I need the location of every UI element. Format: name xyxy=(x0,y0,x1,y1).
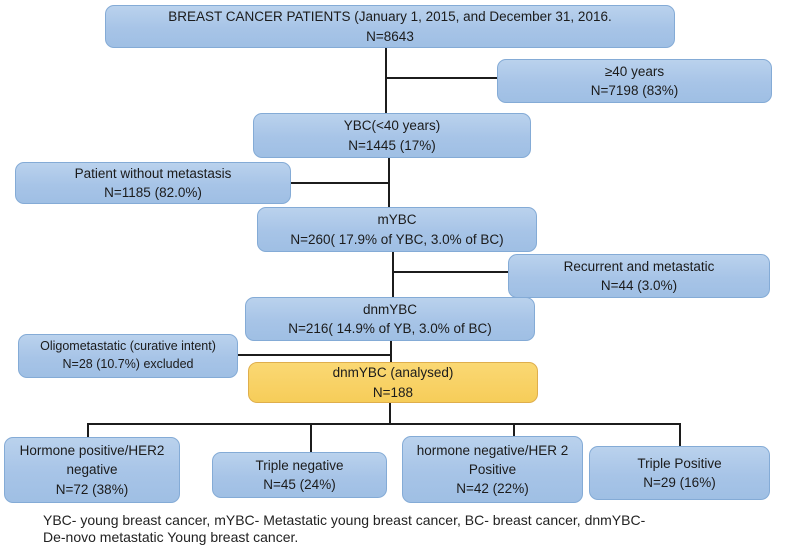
footnote-line-2: De-novo metastatic Young breast cancer. xyxy=(43,529,299,545)
node-label: Patient without metastasis xyxy=(74,165,232,181)
node-hormone-negative-her2-positive: hormone negative/HER 2 Positive N=42 (22… xyxy=(402,436,583,503)
connector-drop-triple-neg xyxy=(310,423,312,454)
node-value: N=72 (38%) xyxy=(55,481,129,497)
connector-drop-hr-pos xyxy=(87,423,89,438)
node-label: YBC(<40 years) xyxy=(343,118,441,134)
connector-branch-no-metastasis xyxy=(290,182,390,184)
node-value: N=1185 (82.0%) xyxy=(104,185,202,200)
node-label: Triple Positive xyxy=(637,455,722,471)
connector-total-to-ybc xyxy=(385,48,387,115)
node-hormone-positive-her2-negative: Hormone positive/HER2 negative N=72 (38%… xyxy=(4,437,180,503)
abbreviations-footnote: YBC- young breast cancer, mYBC- Metastat… xyxy=(43,512,763,545)
node-label: BREAST CANCER PATIENTS (January 1, 2015,… xyxy=(168,9,612,25)
node-value: N=7198 (83%) xyxy=(590,83,679,98)
node-oligometastatic-excluded: Oligometastatic (curative intent) N=28 (… xyxy=(18,334,238,378)
node-label: ≥40 years xyxy=(604,63,665,79)
node-value: N=42 (22%) xyxy=(456,481,529,497)
node-label: dnmYBC (analysed) xyxy=(332,365,454,381)
node-age-40-and-over: ≥40 years N=7198 (83%) xyxy=(497,59,772,103)
node-mybc: mYBC N=260( 17.9% of YBC, 3.0% of BC) xyxy=(257,207,537,252)
node-value: N=44 (3.0%) xyxy=(600,278,678,293)
node-value: N=28 (10.7%) excluded xyxy=(62,357,194,371)
node-value: N=216( 14.9% of YB, 3.0% of BC) xyxy=(288,321,492,336)
node-label: Hormone positive/HER2 negative xyxy=(19,443,165,478)
node-value: N=260( 17.9% of YBC, 3.0% of BC) xyxy=(290,231,504,247)
node-label: mYBC xyxy=(377,212,417,228)
node-dnmybc: dnmYBC N=216( 14.9% of YB, 3.0% of BC) xyxy=(245,297,535,341)
node-without-metastasis: Patient without metastasis N=1185 (82.0%… xyxy=(15,162,291,204)
connector-branch-age40 xyxy=(385,77,497,79)
connector-drop-her2-pos xyxy=(513,423,515,438)
node-triple-positive: Triple Positive N=29 (16%) xyxy=(589,446,770,500)
connector-bottom-rail xyxy=(87,423,681,425)
node-value: N=188 xyxy=(372,384,414,400)
node-label: hormone negative/HER 2 Positive xyxy=(416,442,569,477)
node-value: N=1445 (17%) xyxy=(348,137,436,153)
node-label: Oligometastatic (curative intent) xyxy=(40,339,216,354)
node-label: Triple negative xyxy=(255,457,344,473)
node-dnmybc-analysed: dnmYBC (analysed) N=188 xyxy=(248,362,538,403)
node-value: N=29 (16%) xyxy=(643,475,716,490)
node-breast-cancer-patients: BREAST CANCER PATIENTS (January 1, 2015,… xyxy=(105,5,675,48)
node-triple-negative: Triple negative N=45 (24%) xyxy=(212,452,387,498)
connector-analysed-to-rail xyxy=(389,403,391,425)
connector-dnmybc-to-analysed xyxy=(390,340,392,363)
node-recurrent-metastatic: Recurrent and metastatic N=44 (3.0%) xyxy=(508,254,770,298)
node-label: Recurrent and metastatic xyxy=(563,258,715,274)
node-label: dnmYBC xyxy=(362,301,418,317)
node-value: N=8643 xyxy=(366,28,414,44)
connector-mybc-to-dnmybc xyxy=(392,252,394,298)
node-ybc-under-40: YBC(<40 years) N=1445 (17%) xyxy=(253,113,531,158)
footnote-line-1: YBC- young breast cancer, mYBC- Metastat… xyxy=(43,512,646,528)
connector-branch-oligometastatic xyxy=(237,354,392,356)
connector-drop-triple-pos xyxy=(679,423,681,447)
node-value: N=45 (24%) xyxy=(263,477,336,492)
connector-branch-recurrent xyxy=(392,271,508,273)
